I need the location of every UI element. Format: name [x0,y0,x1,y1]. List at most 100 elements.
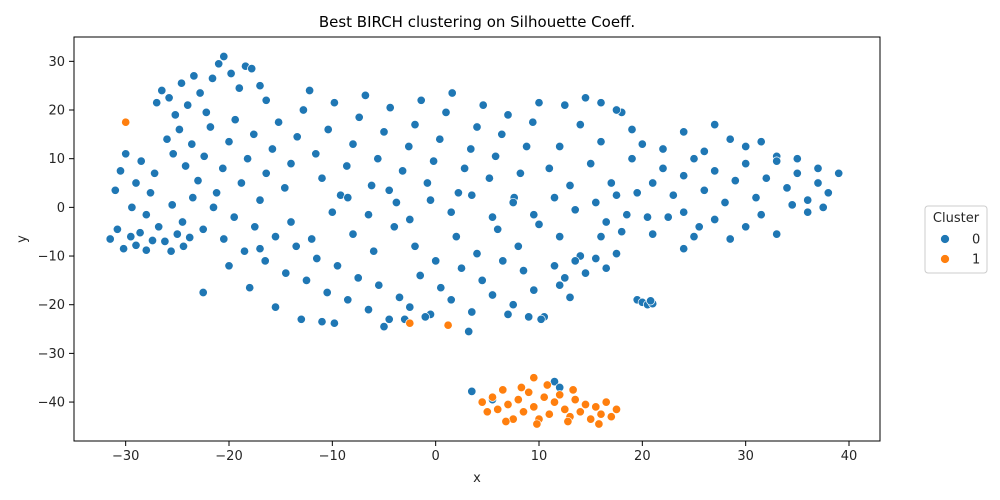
cluster-0-point [834,168,844,178]
cluster-0-point [487,290,498,300]
cluster-1-point [575,407,585,417]
cluster-0-point [162,134,172,144]
legend-label: 1 [972,253,980,268]
cluster-0-point [761,173,771,183]
cluster-0-point [280,183,290,193]
y-tick-label: 30 [48,55,65,70]
cluster-0-point [219,234,229,244]
x-tick-label: 20 [634,449,651,464]
cluster-0-point [224,261,234,271]
cluster-0-point [730,176,740,186]
cluster-0-point [782,183,792,193]
cluster-0-point [150,168,160,178]
cluster-0-point [472,249,482,259]
cluster-0-point [301,275,312,285]
cluster-0-point [323,124,333,135]
x-axis-label: x [473,471,481,486]
cluster-0-point [112,224,122,234]
cluster-0-point [363,305,374,315]
cluster-0-point [694,222,704,232]
cluster-0-point [176,78,187,88]
cluster-0-point [292,132,302,142]
cluster-1-point [580,399,591,410]
cluster-0-point [152,98,162,108]
cluster-0-point [679,207,689,217]
cluster-0-point [586,159,596,169]
cluster-0-point [311,149,321,159]
cluster-0-point [410,120,420,130]
cluster-0-point [756,137,766,147]
cluster-0-point [249,129,259,139]
cluster-0-point [207,73,218,83]
cluster-0-point [441,107,451,117]
cluster-0-point [281,268,291,278]
cluster-0-point [491,151,501,161]
cluster-1-point [542,380,552,390]
cluster-0-point [214,59,224,69]
cluster-0-point [529,285,539,295]
plot-area [73,36,881,442]
cluster-1-point [524,387,534,397]
cluster-1-point [563,416,573,427]
cluster-0-point [307,234,317,244]
cluster-0-point [823,188,833,198]
cluster-1-point [518,407,529,417]
cluster-0-point [243,154,253,164]
cluster-0-point [699,146,709,156]
cluster-0-point [360,90,370,100]
cluster-0-point [466,144,476,154]
cluster-0-point [741,141,751,152]
cluster-0-point [198,287,208,298]
cluster-0-point [154,222,164,232]
cluster-0-point [622,210,632,220]
cluster-0-point [230,115,240,125]
cluster-0-point [580,268,591,278]
cluster-0-point [312,253,322,264]
cluster-0-point [198,224,208,234]
cluster-0-point [181,161,191,171]
cluster-0-point [596,137,606,147]
cluster-0-point [405,302,415,312]
cluster-0-point [245,283,255,293]
cluster-0-point [792,168,802,178]
cluster-0-point [503,110,513,120]
cluster-0-point [131,240,141,250]
cluster-0-point [145,188,156,198]
cluster-0-point [270,302,281,312]
cluster-0-point [317,317,327,327]
cluster-0-point [422,178,432,188]
cluster-0-point [236,178,246,188]
cluster-0-point [478,100,488,110]
cluster-0-point [472,122,482,132]
cluster-0-point [166,246,176,256]
cluster-0-point [425,195,436,205]
chart-title: Best BIRCH clustering on Silhouette Coef… [319,13,635,31]
cluster-0-point [515,168,525,178]
cluster-0-point [239,246,250,256]
cluster-0-point [751,193,761,203]
cluster-0-point [105,234,115,244]
cluster-0-point [260,256,270,266]
cluster-0-point [369,246,379,256]
cluster-0-point [627,154,637,164]
cluster-0-point [172,229,182,239]
cluster-0-point [374,280,384,290]
cluster-0-point [467,386,477,396]
cluster-1-point [516,382,526,393]
cluster-0-point [255,81,265,91]
cluster-0-point [710,214,720,225]
cluster-0-point [420,312,430,322]
cluster-0-point [460,163,470,173]
cluster-1-point [503,399,513,410]
cluster-0-point [332,261,343,271]
scatter-points [105,51,844,429]
cluster-0-point [803,195,813,205]
cluster-0-point [580,93,591,103]
cluster-0-point [160,236,170,246]
cluster-0-point [329,318,339,328]
cluster-0-point [255,244,265,254]
cluster-0-point [536,314,546,324]
cluster-0-point [658,144,668,154]
cluster-0-point [560,100,570,110]
cluster-0-point [429,156,439,166]
